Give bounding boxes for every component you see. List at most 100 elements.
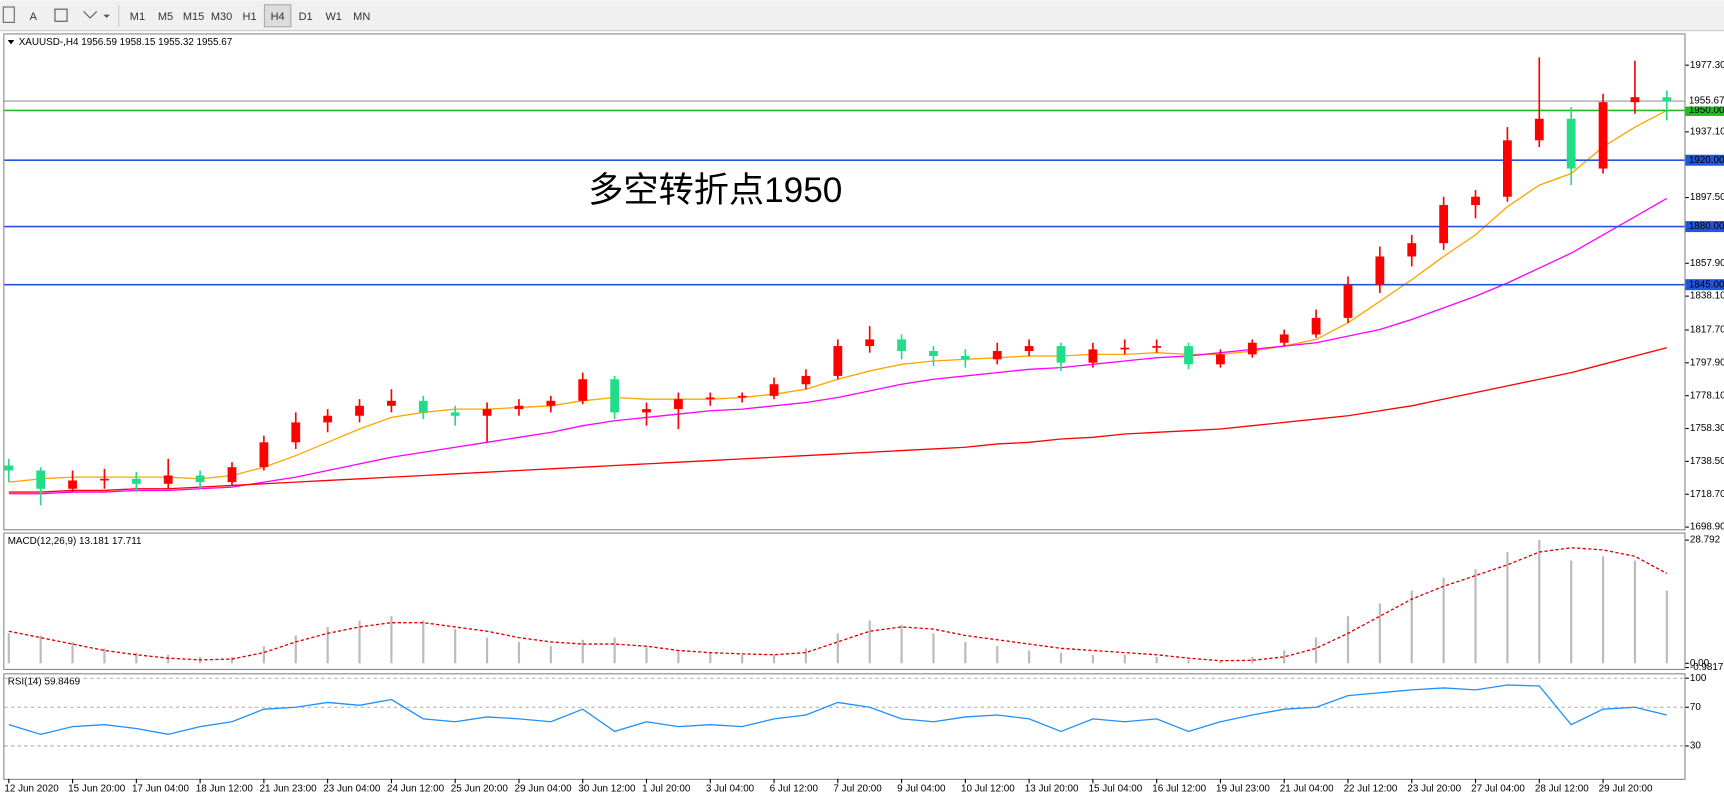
y-tick-label: 1817.70 xyxy=(1690,325,1724,336)
y-tick-label: 1718.70 xyxy=(1690,489,1724,500)
candle-body xyxy=(801,375,811,385)
rsi-panel xyxy=(3,673,1686,780)
x-tick-label: 29 Jun 04:00 xyxy=(515,783,573,794)
x-tick-label: 21 Jul 04:00 xyxy=(1280,783,1334,794)
y-tick-label: 1838.10 xyxy=(1690,291,1724,302)
timeframe-button[interactable]: D1 xyxy=(299,11,313,23)
candle-body xyxy=(1088,349,1098,363)
candle-body xyxy=(705,397,715,400)
collapse-icon[interactable] xyxy=(7,39,15,45)
macd-title: MACD(12,26,9) 13.181 17.711 xyxy=(8,536,142,547)
candle-body xyxy=(960,356,970,360)
candle-body xyxy=(1279,334,1289,343)
level-label: 1845.00 xyxy=(1689,279,1724,290)
candle-body xyxy=(1024,346,1034,352)
y-tick-label: 1937.10 xyxy=(1690,126,1724,137)
candle-body xyxy=(897,339,906,352)
candle-body xyxy=(1247,342,1257,355)
x-tick-label: 9 Jul 04:00 xyxy=(897,783,946,794)
rsi-title: RSI(14) 59.8469 xyxy=(8,677,81,688)
x-tick-label: 21 Jun 23:00 xyxy=(259,783,317,794)
candle-body xyxy=(1407,243,1417,257)
timeframe-button[interactable]: H4 xyxy=(271,11,285,23)
timeframe-button[interactable]: M30 xyxy=(211,11,232,23)
active-timeframe xyxy=(263,4,292,28)
x-tick-label: 12 Jun 2020 xyxy=(4,783,59,794)
level-tag xyxy=(1685,221,1724,233)
y-tick-label: 100 xyxy=(1690,673,1707,684)
candle-body xyxy=(1598,102,1608,169)
x-tick-label: 28 Jul 12:00 xyxy=(1535,783,1589,794)
candle-body xyxy=(195,475,205,483)
y-tick-label: 1738.50 xyxy=(1690,456,1724,467)
price-title: XAUUSD-,H4 1956.59 1958.15 1955.32 1955.… xyxy=(19,37,233,48)
annotation: 多空转折点1950 xyxy=(588,171,842,210)
candle-body xyxy=(68,480,77,489)
y-tick-label: 30 xyxy=(1690,741,1701,752)
icon-draw[interactable] xyxy=(83,10,98,19)
candle-body xyxy=(1630,97,1640,103)
x-tick-label: 16 Jul 12:00 xyxy=(1152,783,1206,794)
y-tick-label: -0.9817 xyxy=(1690,662,1724,673)
candle-body xyxy=(642,409,651,413)
icon-text[interactable]: A xyxy=(30,11,38,23)
x-tick-label: 6 Jul 12:00 xyxy=(770,783,819,794)
x-tick-label: 18 Jun 12:00 xyxy=(196,783,254,794)
timeframe-button[interactable]: W1 xyxy=(325,11,341,23)
y-tick-label: 0.00 xyxy=(1690,658,1710,669)
candle-body xyxy=(482,409,492,416)
level-label: 1950.00 xyxy=(1689,105,1724,116)
price-panel xyxy=(3,33,1686,531)
candle-body xyxy=(1471,196,1480,206)
candle-body xyxy=(578,379,588,401)
timeframe-button[interactable]: H1 xyxy=(243,11,257,23)
level-tag xyxy=(1685,279,1724,291)
candle-body xyxy=(1120,347,1130,350)
icon-label[interactable] xyxy=(54,8,68,22)
toolbar-bg xyxy=(0,0,1724,32)
candle-body xyxy=(418,400,428,413)
timeframe-button[interactable]: M5 xyxy=(158,11,173,23)
y-tick-label: 28.792 xyxy=(1690,535,1720,546)
candle-body xyxy=(1566,118,1576,169)
candle-body xyxy=(769,384,779,396)
macd-panel xyxy=(3,532,1686,670)
x-tick-label: 25 Jun 20:00 xyxy=(451,783,509,794)
candle-body xyxy=(1216,354,1225,365)
timeframe-button[interactable]: MN xyxy=(353,11,370,23)
candle-body xyxy=(929,351,938,357)
candle-body xyxy=(36,470,46,489)
y-tick-label: 1758.30 xyxy=(1690,423,1724,434)
current-price-tag xyxy=(1685,95,1724,107)
icon-menu[interactable] xyxy=(2,6,15,23)
y-tick-label: 1698.90 xyxy=(1690,522,1724,533)
candle-body xyxy=(1503,140,1512,197)
level-label: 1920.00 xyxy=(1689,155,1724,166)
icon-dropdown[interactable] xyxy=(103,14,110,18)
timeframe-button[interactable]: M15 xyxy=(183,11,204,23)
x-tick-label: 1 Jul 20:00 xyxy=(642,783,691,794)
candle-body xyxy=(387,400,396,406)
x-tick-label: 7 Jul 20:00 xyxy=(833,783,882,794)
candle-body xyxy=(131,478,141,484)
candle-body xyxy=(546,400,556,406)
timeframe-button[interactable]: M1 xyxy=(130,11,145,23)
toolbar: A M1 M5 M15 M30 H1 H4 D1 W1 MN xyxy=(0,0,1724,32)
indicator-line xyxy=(8,684,1667,736)
level-tag xyxy=(1685,104,1724,116)
plot-layer: 1977.30 1937.10 1897.50 1857.90 1838.10 1817.… xyxy=(4,57,1724,794)
y-tick-label: 1977.30 xyxy=(1690,60,1724,71)
level-label: 1880.00 xyxy=(1689,221,1724,232)
x-tick-label: 13 Jul 20:00 xyxy=(1025,783,1079,794)
candle-body xyxy=(323,415,333,423)
candle-body xyxy=(1184,346,1193,365)
candle-body xyxy=(865,339,875,347)
x-tick-label: 19 Jul 23:00 xyxy=(1216,783,1270,794)
y-tick-label: 1897.50 xyxy=(1690,192,1724,203)
x-tick-label: 29 Jul 20:00 xyxy=(1599,783,1653,794)
candle-body xyxy=(1439,205,1449,244)
candle-body xyxy=(163,475,173,484)
x-tick-label: 15 Jul 04:00 xyxy=(1088,783,1142,794)
indicator-line xyxy=(8,197,1668,495)
